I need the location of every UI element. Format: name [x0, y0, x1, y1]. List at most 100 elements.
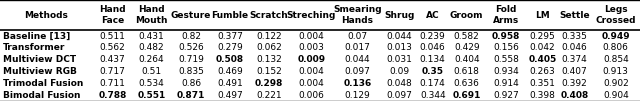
Text: 0.914: 0.914: [493, 79, 519, 88]
Text: 0.295: 0.295: [529, 32, 556, 41]
Text: 0.097: 0.097: [387, 91, 412, 100]
Text: 0.134: 0.134: [420, 55, 445, 64]
Text: 0.392: 0.392: [562, 79, 588, 88]
Text: 0.122: 0.122: [257, 32, 282, 41]
Text: 0.854: 0.854: [603, 55, 628, 64]
Text: 0.031: 0.031: [387, 55, 412, 64]
Text: 0.132: 0.132: [256, 55, 282, 64]
Text: 0.497: 0.497: [218, 91, 243, 100]
Text: Gesture: Gesture: [171, 11, 211, 20]
Text: Transformer: Transformer: [3, 43, 65, 53]
Text: 0.048: 0.048: [387, 79, 412, 88]
Text: 0.526: 0.526: [179, 43, 204, 53]
Text: 0.07: 0.07: [348, 32, 367, 41]
Text: 0.437: 0.437: [99, 55, 125, 64]
Text: 0.927: 0.927: [493, 91, 519, 100]
Text: 0.806: 0.806: [603, 43, 628, 53]
Text: 0.636: 0.636: [454, 79, 479, 88]
Text: Bimodal Fusion: Bimodal Fusion: [3, 91, 80, 100]
Text: 0.562: 0.562: [99, 43, 125, 53]
Text: 0.174: 0.174: [420, 79, 445, 88]
Text: Baseline [13]: Baseline [13]: [3, 32, 70, 41]
Text: 0.429: 0.429: [454, 43, 479, 53]
Text: Methods: Methods: [24, 11, 68, 20]
Text: Groom: Groom: [450, 11, 483, 20]
Text: 0.902: 0.902: [603, 79, 628, 88]
Text: 0.582: 0.582: [454, 32, 479, 41]
Text: 0.717: 0.717: [99, 67, 125, 76]
Text: 0.405: 0.405: [528, 55, 557, 64]
Text: 0.152: 0.152: [256, 67, 282, 76]
Text: 0.279: 0.279: [218, 43, 243, 53]
Text: 0.044: 0.044: [344, 55, 370, 64]
Text: 0.958: 0.958: [492, 32, 520, 41]
Text: 0.913: 0.913: [603, 67, 628, 76]
Text: 0.156: 0.156: [493, 43, 519, 53]
Text: Hand
Face: Hand Face: [99, 5, 125, 25]
Text: 0.835: 0.835: [178, 67, 204, 76]
Text: 0.691: 0.691: [452, 91, 481, 100]
Text: 0.404: 0.404: [454, 55, 479, 64]
Text: 0.298: 0.298: [255, 79, 284, 88]
Text: LM: LM: [535, 11, 550, 20]
Text: 0.017: 0.017: [344, 43, 371, 53]
Text: 0.431: 0.431: [138, 32, 164, 41]
Text: 0.35: 0.35: [422, 67, 444, 76]
Text: AC: AC: [426, 11, 440, 20]
Text: 0.004: 0.004: [298, 67, 324, 76]
Text: Multiview DCT: Multiview DCT: [3, 55, 76, 64]
Text: 0.129: 0.129: [344, 91, 370, 100]
Text: 0.264: 0.264: [139, 55, 164, 64]
Text: Fold
Arms: Fold Arms: [493, 5, 519, 25]
Text: 0.239: 0.239: [420, 32, 445, 41]
Text: 0.491: 0.491: [218, 79, 243, 88]
Text: 0.82: 0.82: [181, 32, 201, 41]
Text: 0.408: 0.408: [561, 91, 589, 100]
Text: 0.934: 0.934: [493, 67, 519, 76]
Text: 0.719: 0.719: [178, 55, 204, 64]
Text: 0.263: 0.263: [529, 67, 556, 76]
Text: 0.009: 0.009: [297, 55, 325, 64]
Text: 0.09: 0.09: [389, 67, 410, 76]
Text: 0.221: 0.221: [257, 91, 282, 100]
Text: 0.482: 0.482: [139, 43, 164, 53]
Text: 0.374: 0.374: [562, 55, 588, 64]
Text: 0.904: 0.904: [603, 91, 628, 100]
Text: 0.711: 0.711: [99, 79, 125, 88]
Text: Streching: Streching: [287, 11, 336, 20]
Text: 0.344: 0.344: [420, 91, 445, 100]
Text: 0.398: 0.398: [529, 91, 556, 100]
Text: 0.046: 0.046: [562, 43, 588, 53]
Text: 0.013: 0.013: [387, 43, 412, 53]
Text: 0.046: 0.046: [420, 43, 445, 53]
Text: 0.004: 0.004: [298, 79, 324, 88]
Text: Smearing
Hands: Smearing Hands: [333, 5, 381, 25]
Text: Multiview RGB: Multiview RGB: [3, 67, 76, 76]
Text: 0.042: 0.042: [530, 43, 556, 53]
Text: Fumble: Fumble: [212, 11, 249, 20]
Text: 0.511: 0.511: [99, 32, 125, 41]
Text: 0.006: 0.006: [298, 91, 324, 100]
Text: 0.618: 0.618: [454, 67, 479, 76]
Text: 0.508: 0.508: [216, 55, 244, 64]
Text: Shrug: Shrug: [384, 11, 415, 20]
Text: Hand
Mouth: Hand Mouth: [135, 5, 168, 25]
Text: Scratch: Scratch: [250, 11, 289, 20]
Text: 0.351: 0.351: [529, 79, 556, 88]
Text: Trimodal Fusion: Trimodal Fusion: [3, 79, 83, 88]
Text: 0.86: 0.86: [181, 79, 201, 88]
Text: Settle: Settle: [559, 11, 590, 20]
Text: 0.097: 0.097: [344, 67, 371, 76]
Text: 0.788: 0.788: [98, 91, 127, 100]
Text: 0.062: 0.062: [256, 43, 282, 53]
Text: 0.136: 0.136: [343, 79, 371, 88]
Text: 0.335: 0.335: [562, 32, 588, 41]
Text: 0.558: 0.558: [493, 55, 519, 64]
Text: 0.377: 0.377: [217, 32, 243, 41]
Text: 0.407: 0.407: [562, 67, 588, 76]
Text: 0.469: 0.469: [218, 67, 243, 76]
Text: 0.551: 0.551: [138, 91, 166, 100]
Text: 0.044: 0.044: [387, 32, 412, 41]
Text: 0.004: 0.004: [298, 32, 324, 41]
Text: 0.871: 0.871: [177, 91, 205, 100]
